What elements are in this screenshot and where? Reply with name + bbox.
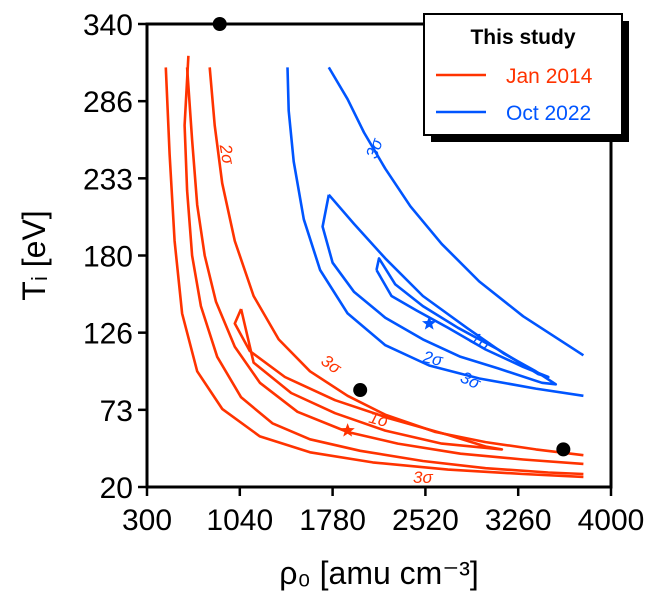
- contour-label-2: 1σ: [367, 408, 392, 432]
- x-axis-label: ρ₀ [amu cm⁻³]: [279, 555, 479, 591]
- data-point-1: [353, 383, 368, 398]
- y-axis-ticks: 20 73 126 180 233 286 340: [83, 9, 147, 505]
- contour-jan-2014-3: [183, 55, 584, 476]
- contour-label-7: 3σ: [457, 368, 484, 394]
- contour-jan-2014-0: [233, 308, 504, 451]
- y-tick-label: 20: [100, 472, 133, 505]
- contour-label-0: 2σ: [216, 142, 238, 166]
- data-point-2: [556, 442, 571, 457]
- y-tick-label: 286: [83, 86, 133, 119]
- contour-jan-2014-1: [208, 67, 584, 457]
- contour-oct-2022-3: [327, 66, 585, 357]
- legend-label: Jan 2014: [506, 65, 593, 88]
- legend-entries: Jan 2014 Oct 2022: [436, 65, 593, 125]
- contour-jan-2014-4: [164, 67, 584, 479]
- x-tick-label: 300: [122, 504, 172, 537]
- y-axis-label: Tᵢ [eV]: [16, 210, 52, 300]
- y-tick-label: 340: [83, 9, 133, 42]
- x-tick-label: 2520: [392, 504, 459, 537]
- x-tick-label: 3260: [485, 504, 552, 537]
- x-tick-label: 1780: [299, 504, 366, 537]
- contour-oct-2022-2: [286, 67, 584, 398]
- legend-label: Oct 2022: [506, 102, 591, 125]
- legend-title: This study: [470, 26, 575, 49]
- contour-label-3: 3σ: [413, 468, 433, 487]
- x-tick-label: 1040: [206, 504, 273, 537]
- y-tick-label: 180: [83, 241, 133, 274]
- y-tick-label: 126: [83, 318, 133, 351]
- contour-label-6: 2σ: [420, 347, 445, 370]
- contour-lines: [164, 55, 585, 479]
- x-tick-label: 4000: [578, 504, 645, 537]
- contour-jan-2014-2: [185, 67, 584, 466]
- contour-oct-2022-1: [321, 193, 558, 386]
- x-axis-ticks: 300 1040 1780 2520 3260 4000: [122, 487, 644, 537]
- y-tick-label: 73: [100, 395, 133, 428]
- best-fit-star-jan-2014: [340, 423, 355, 437]
- y-tick-label: 233: [83, 163, 133, 196]
- best-fit-star-oct-2022: [422, 316, 437, 330]
- contour-label-1: 3σ: [318, 351, 346, 378]
- contour-label-4: 3σ: [362, 135, 387, 161]
- legend: This study Jan 2014 Oct 2022: [423, 13, 629, 142]
